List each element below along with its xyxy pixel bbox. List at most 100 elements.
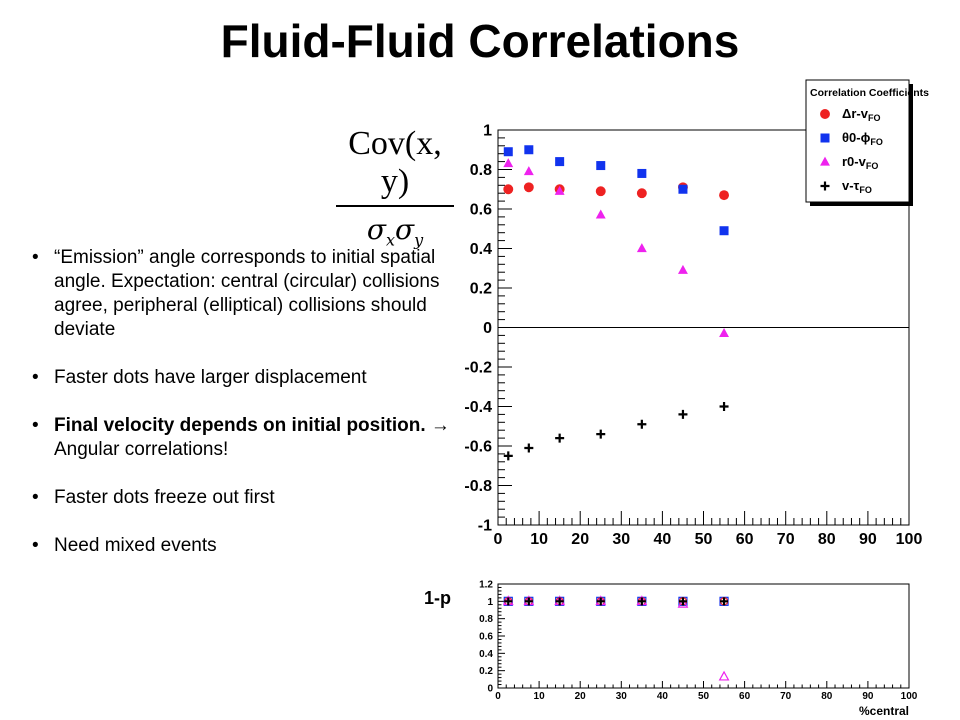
data-point: [718, 670, 730, 681]
data-point: [719, 190, 729, 201]
x-tick-label: 80: [821, 691, 833, 702]
x-tick-label: 50: [695, 531, 713, 548]
y-tick-label: 0: [483, 320, 492, 337]
y-tick-label: 0.8: [479, 614, 493, 625]
data-point: [677, 597, 689, 608]
x-tick-label: 60: [739, 691, 751, 702]
y-tick-label: 1.2: [479, 580, 493, 591]
data-point: [719, 402, 729, 411]
legend-title: Correlation Coefficients: [810, 87, 929, 99]
legend: Correlation CoefficientsΔr-vFOθ0-ϕFOr0-v…: [805, 79, 929, 206]
data-point: [820, 181, 830, 191]
y-tick-label: 1: [483, 123, 492, 140]
bullet-item: Final velocity depends on initial positi…: [30, 414, 450, 462]
x-tick-label: 0: [494, 531, 503, 548]
data-point: [637, 419, 647, 429]
data-point: [820, 109, 830, 119]
data-point: [523, 182, 534, 193]
data-point: [596, 597, 605, 606]
data-point: [555, 157, 565, 167]
x-tick-label: 20: [571, 531, 589, 548]
x-tick-label: 100: [896, 531, 923, 548]
data-point: [503, 451, 513, 461]
x-tick-label: 40: [657, 691, 669, 702]
y-tick-label: -1: [478, 518, 492, 535]
data-point: [595, 209, 606, 219]
bullet-text: Need mixed events: [54, 535, 217, 556]
data-point: [524, 443, 534, 453]
bullet-text: → Angular correlations!: [54, 415, 450, 460]
data-point: [719, 226, 729, 236]
slide-title: Fluid-Fluid Correlations: [220, 15, 740, 67]
x-tick-label: 20: [575, 691, 587, 702]
x-tick-label: 80: [818, 531, 836, 548]
x-axis-label: %central: [859, 704, 909, 718]
data-point: [596, 161, 606, 171]
bullet-text: Faster dots have larger displacement: [54, 367, 367, 388]
data-point: [555, 597, 564, 606]
correlation-formula: Cov(x, y) σxσy: [330, 125, 460, 250]
x-tick-label: 10: [534, 691, 546, 702]
y-tick-label: 1: [487, 597, 493, 608]
data-point: [820, 156, 830, 166]
x-tick-label: 0: [495, 691, 501, 702]
y-tick-label: 0.4: [470, 241, 492, 258]
data-point: [720, 597, 729, 606]
ratio-chart: 0 10 20 30 40 50 60 70 80 90 100 0 0.2 0.4 0.6 0.8 1 1.2%…: [479, 580, 918, 719]
x-tick-label: 30: [612, 531, 630, 548]
x-tick-label: 90: [859, 531, 877, 548]
series-2: [503, 158, 729, 338]
plot-frame: [497, 583, 910, 689]
x-tick-label: 90: [862, 691, 874, 702]
x-tick-label: 10: [530, 531, 548, 548]
y-tick-label: -0.2: [464, 360, 492, 377]
data-point: [595, 186, 606, 197]
y-tick-label: 0.2: [470, 281, 492, 298]
x-tick-label: 100: [901, 691, 918, 702]
x-tick-label: 70: [777, 531, 795, 548]
data-point: [555, 433, 565, 443]
series-3: [504, 597, 729, 606]
data-point: [504, 597, 513, 606]
data-point: [820, 133, 830, 143]
x-tick-label: 70: [780, 691, 792, 702]
data-point: [636, 188, 647, 199]
bullet-item: Faster dots have larger displacement: [30, 366, 450, 390]
side-label: 1-p: [424, 588, 451, 608]
data-point: [503, 147, 513, 157]
data-point: [596, 429, 606, 439]
y-tick-label: 0.6: [470, 202, 492, 219]
y-tick-label: 0.8: [470, 162, 492, 179]
data-point: [678, 409, 688, 419]
formula-numerator: Cov(x, y): [348, 125, 442, 200]
bullet-bold-text: Final velocity depends on initial positi…: [54, 415, 426, 436]
y-tick-label: 0.6: [479, 632, 493, 643]
data-point: [503, 158, 514, 168]
data-point: [637, 597, 646, 606]
series-1: [503, 145, 729, 236]
data-point: [503, 184, 514, 195]
x-tick-label: 30: [616, 691, 628, 702]
bullet-text: Faster dots freeze out first: [54, 487, 275, 508]
y-tick-label: 0.4: [479, 649, 493, 660]
series-3: [503, 402, 729, 461]
data-point: [719, 328, 729, 338]
bullet-item: Faster dots freeze out first: [30, 486, 450, 510]
x-tick-label: 50: [698, 691, 710, 702]
data-point: [523, 166, 534, 176]
data-point: [524, 145, 534, 155]
bullet-item: Need mixed events: [30, 534, 450, 558]
data-point: [637, 168, 647, 178]
y-tick-label: -0.8: [464, 478, 492, 495]
data-point: [636, 243, 647, 253]
data-point: [678, 184, 688, 194]
y-tick-label: 0: [487, 684, 493, 695]
y-tick-label: 0.2: [479, 666, 493, 677]
bullet-item: “Emission” angle corresponds to initial …: [30, 246, 450, 342]
formula-denominator: σxσy: [366, 213, 424, 250]
data-point: [678, 264, 688, 274]
x-tick-label: 60: [736, 531, 754, 548]
data-point: [524, 597, 533, 606]
y-tick-label: -0.4: [464, 399, 492, 416]
